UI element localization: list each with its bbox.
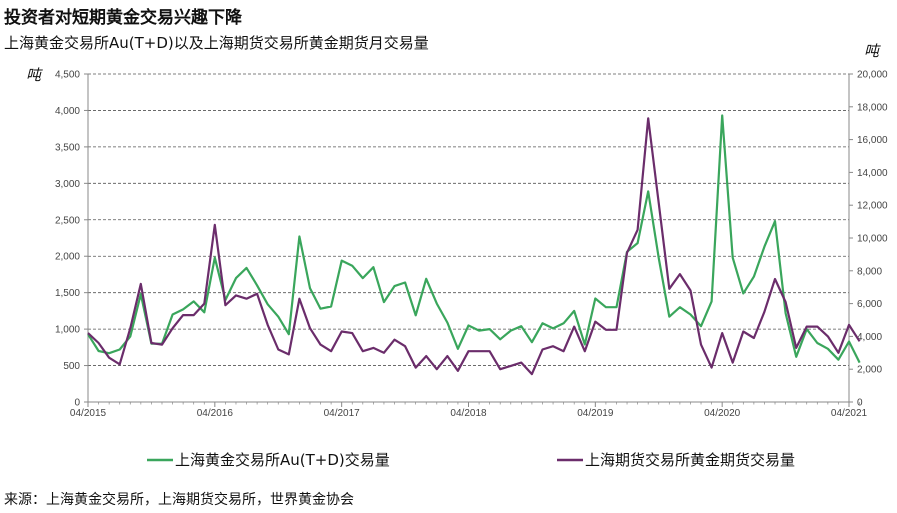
series-lines: [87, 114, 861, 376]
x-axis-tick-labels: 04/2015 04/2016 04/2017 04/2018 04/2019 04/20…: [70, 408, 868, 419]
x-tick-label: 04/2015: [70, 408, 107, 419]
x-tick-label: 04/2019: [577, 408, 614, 419]
left-tick-label: 3,500: [55, 142, 80, 153]
right-tick-label: 0: [857, 398, 863, 409]
chart-subtitle: 上海黄金交易所Au(T+D)以及上海期货交易所黄金期货月交易量: [4, 34, 429, 52]
gridlines: [88, 73, 849, 366]
shfe-series-line: [87, 117, 861, 376]
right-tick-label: 8,000: [857, 266, 882, 277]
right-axis-unit: 吨: [864, 42, 880, 60]
axes: [84, 73, 860, 407]
right-tick-label: 4,000: [857, 332, 882, 343]
left-tick-label: 2,500: [55, 215, 80, 226]
right-tick-label: 2,000: [857, 365, 882, 376]
left-axis-unit: 吨: [26, 66, 42, 84]
x-tick-label: 04/2018: [450, 408, 487, 419]
right-axis-tick-labels: 0 2,000 4,000 6,000 8,000 10,000 12,000 14,000 1…: [857, 70, 888, 409]
legend: 上海黄金交易所Au(T+D)交易量 上海期货交易所黄金期货交易量: [147, 451, 795, 469]
sge-series-line: [87, 114, 861, 364]
right-tick-label: 12,000: [857, 201, 888, 212]
left-tick-label: 4,500: [55, 70, 80, 81]
right-tick-label: 14,000: [857, 168, 888, 179]
chart-title: 投资者对短期黄金交易兴趣下降: [4, 8, 242, 28]
right-tick-label: 20,000: [857, 70, 888, 81]
left-tick-label: 0: [74, 398, 80, 409]
left-tick-label: 1,500: [55, 288, 80, 299]
left-tick-label: 4,000: [55, 106, 80, 117]
x-tick-label: 04/2020: [704, 408, 741, 419]
x-tick-label: 04/2021: [831, 408, 868, 419]
left-axis-tick-labels: 0 500 1,000 1,500 2,000 2,500 3,000 3,500 4,000 4…: [55, 70, 80, 409]
legend-label: 上海期货交易所黄金期货交易量: [585, 451, 795, 469]
legend-label: 上海黄金交易所Au(T+D)交易量: [175, 451, 390, 469]
source-note: 来源：上海黄金交易所，上海期货交易所，世界黄金协会: [4, 492, 354, 508]
right-tick-label: 16,000: [857, 135, 888, 146]
right-tick-label: 18,000: [857, 102, 888, 113]
right-tick-label: 10,000: [857, 234, 888, 245]
x-tick-label: 04/2017: [324, 408, 361, 419]
right-tick-label: 6,000: [857, 299, 882, 310]
left-tick-label: 2,000: [55, 252, 80, 263]
left-tick-label: 500: [63, 361, 80, 372]
left-tick-label: 3,000: [55, 179, 80, 190]
x-tick-label: 04/2016: [197, 408, 234, 419]
left-tick-label: 1,000: [55, 325, 80, 336]
